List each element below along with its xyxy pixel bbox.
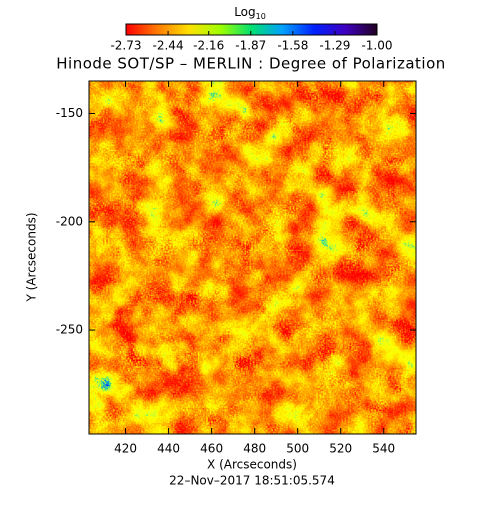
- footer: 22–Nov–2017 18:51:05.574: [169, 474, 335, 488]
- colorbar-tick-label: -2.73: [110, 39, 141, 53]
- colorbar-tick-label: -1.58: [277, 39, 308, 53]
- x-tick-label: 440: [157, 442, 180, 456]
- y-axis-label: Y (Arcseconds): [25, 212, 39, 302]
- colorbar-label: Log10: [234, 5, 266, 21]
- y-tick-label: -250: [56, 323, 83, 337]
- y-tick-label: -200: [56, 214, 83, 228]
- x-axis-label: X (Arcseconds): [207, 458, 297, 472]
- heatmap-image: [89, 81, 416, 434]
- y-tick-label: -150: [56, 106, 83, 120]
- plot-frame: [88, 80, 417, 435]
- x-tick-label: 480: [243, 442, 266, 456]
- x-tick-label: 420: [114, 442, 137, 456]
- colorbar-tick-label: -1.87: [235, 39, 266, 53]
- colorbar-label-sub: 10: [256, 12, 266, 21]
- x-tick-label: 500: [286, 442, 309, 456]
- x-tick-label: 540: [372, 442, 395, 456]
- chart-title: Hinode SOT/SP – MERLIN : Degree of Polar…: [56, 55, 446, 73]
- colorbar-label-main: Log: [234, 5, 255, 19]
- x-tick-label: 520: [329, 442, 352, 456]
- colorbar-tick-label: -2.16: [193, 39, 224, 53]
- colorbar-tick-label: -1.00: [361, 39, 392, 53]
- colorbar: [125, 23, 378, 36]
- colorbar-tick-label: -2.44: [153, 39, 184, 53]
- colorbar-tick-label: -1.29: [319, 39, 350, 53]
- x-tick-label: 460: [200, 442, 223, 456]
